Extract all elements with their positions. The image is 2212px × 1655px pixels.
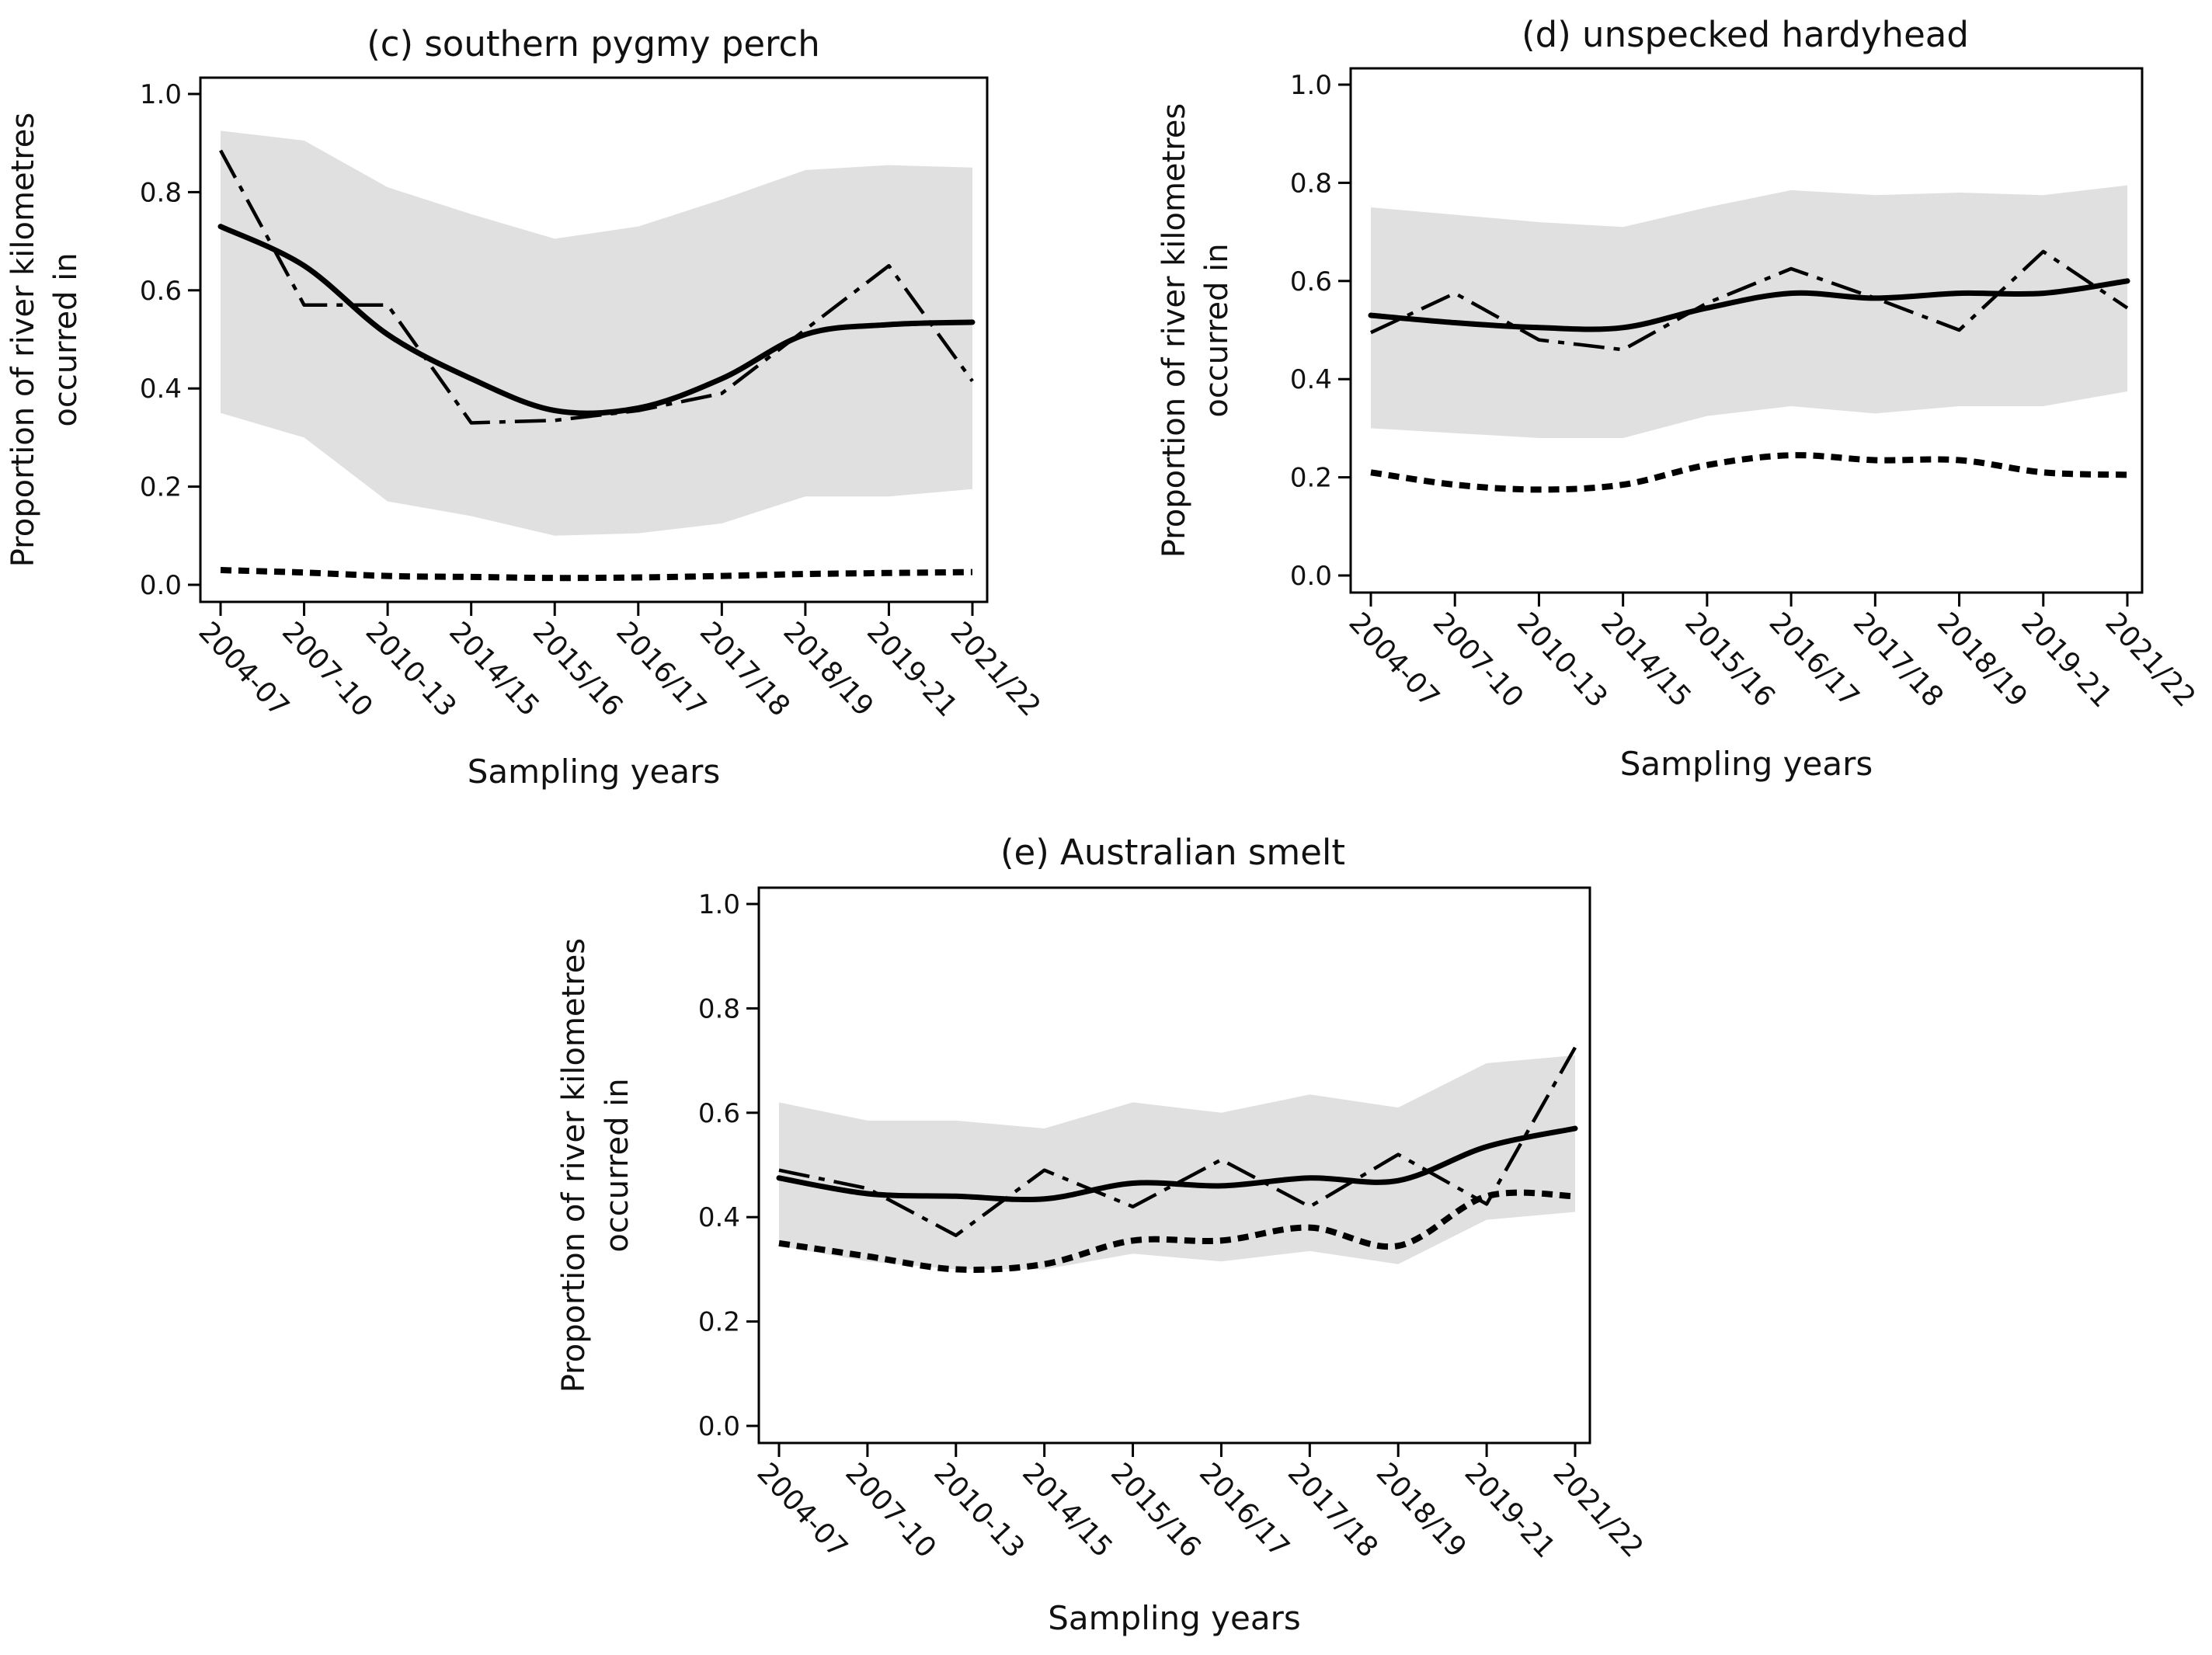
series-smoothed-trend <box>217 224 976 416</box>
x-tick-label: 2021/22 <box>1546 1457 1649 1563</box>
x-tick-label: 2004-07 <box>192 616 295 723</box>
y-tick-label: 0.0 <box>1290 561 1332 592</box>
x-tick-label: 2014/15 <box>1595 607 1697 713</box>
y-tick-label: 0.4 <box>140 374 182 405</box>
series-observed <box>1370 249 2129 352</box>
y-tick-label: 0.4 <box>698 1202 740 1233</box>
x-tick-label: 2016/17 <box>1763 607 1866 713</box>
x-tick-label: 2019-21 <box>2015 607 2118 714</box>
y-tick-label: 0.2 <box>1290 463 1332 494</box>
plot-frame <box>757 886 1591 1445</box>
y-tick-label: 1.0 <box>140 79 182 110</box>
x-tick-label: 2017/18 <box>1282 1457 1384 1563</box>
y-tick-label: 0.0 <box>698 1411 740 1442</box>
x-tick-label: 2019-21 <box>861 616 964 723</box>
x-tick-label: 2016/17 <box>610 616 712 722</box>
plot-frame <box>1349 67 2144 594</box>
x-tick-label: 2021/22 <box>2099 607 2201 713</box>
y-axis-label: Proportion of river kilometres <box>1156 103 1192 558</box>
chart-title: (e) Australian smelt <box>1000 832 1345 873</box>
y-axis-label-line2: occurred in <box>48 252 84 426</box>
y-tick-label: 0.8 <box>1290 168 1332 199</box>
x-tick-label: 2017/18 <box>694 616 796 722</box>
x-tick-label: 2014/15 <box>443 616 545 722</box>
x-tick-label: 2010-13 <box>1511 607 1614 714</box>
x-tick-label: 2014/15 <box>1016 1457 1118 1563</box>
chart-panel-3: 0.00.20.40.60.81.02004-072007-102010-132… <box>556 832 1649 1637</box>
x-tick-label: 2007-10 <box>839 1457 942 1564</box>
series-dotted-baseline <box>778 1189 1576 1273</box>
series-observed <box>219 149 974 425</box>
confidence-band <box>221 130 972 536</box>
y-tick-label: 0.6 <box>698 1098 740 1129</box>
series-dotted-baseline <box>220 567 973 582</box>
y-tick-label: 0.8 <box>698 993 740 1024</box>
x-tick-label: 2017/18 <box>1847 607 1949 713</box>
series-smoothed-trend <box>776 1125 1578 1203</box>
series-dotted-baseline <box>1370 452 2128 493</box>
x-tick-label: 2015/16 <box>527 616 629 722</box>
y-tick-label: 1.0 <box>1290 70 1332 101</box>
y-tick-label: 0.0 <box>140 570 182 601</box>
x-tick-label: 2018/19 <box>777 616 879 722</box>
chart-title: (c) southern pygmy perch <box>367 23 820 64</box>
series-smoothed-trend <box>1368 278 2130 332</box>
y-tick-label: 1.0 <box>698 889 740 920</box>
plot-frame <box>199 76 989 603</box>
y-axis-label-line2: occurred in <box>600 1078 635 1252</box>
y-tick-label: 0.6 <box>140 276 182 307</box>
y-axis-label: Proportion of river kilometres <box>5 113 41 568</box>
x-tick-label: 2018/19 <box>1931 607 2033 713</box>
x-tick-label: 2010-13 <box>360 616 463 723</box>
x-axis-label: Sampling years <box>1048 1599 1301 1637</box>
x-tick-label: 2004-07 <box>750 1457 854 1564</box>
x-tick-label: 2010-13 <box>927 1457 1031 1564</box>
chart-panel-2: 0.00.20.40.60.81.02004-072007-102010-132… <box>1156 14 2201 783</box>
y-tick-label: 0.6 <box>1290 266 1332 297</box>
x-tick-label: 2018/19 <box>1370 1457 1473 1563</box>
x-tick-label: 2015/16 <box>1678 607 1781 713</box>
y-tick-label: 0.2 <box>140 472 182 503</box>
confidence-band <box>1371 185 2127 438</box>
series-observed <box>778 1046 1577 1237</box>
x-tick-label: 2019-21 <box>1459 1457 1562 1564</box>
x-tick-label: 2007-10 <box>1427 607 1530 714</box>
x-tick-label: 2007-10 <box>276 616 379 723</box>
x-tick-label: 2015/16 <box>1104 1457 1207 1563</box>
x-tick-label: 2004-07 <box>1342 607 1445 714</box>
y-axis-label-line2: occurred in <box>1199 243 1235 417</box>
chart-panel-1: 0.00.20.40.60.81.02004-072007-102010-132… <box>5 23 1046 791</box>
x-axis-label: Sampling years <box>468 753 721 791</box>
y-tick-label: 0.8 <box>140 177 182 208</box>
y-tick-label: 0.4 <box>1290 364 1332 395</box>
chart-title: (d) unspecked hardyhead <box>1522 14 1969 55</box>
confidence-band <box>779 1055 1575 1270</box>
x-tick-label: 2021/22 <box>944 616 1046 722</box>
y-tick-label: 0.2 <box>698 1307 740 1338</box>
x-axis-label: Sampling years <box>1620 745 1873 783</box>
x-tick-label: 2016/17 <box>1193 1457 1296 1563</box>
y-axis-label: Proportion of river kilometres <box>556 938 592 1393</box>
